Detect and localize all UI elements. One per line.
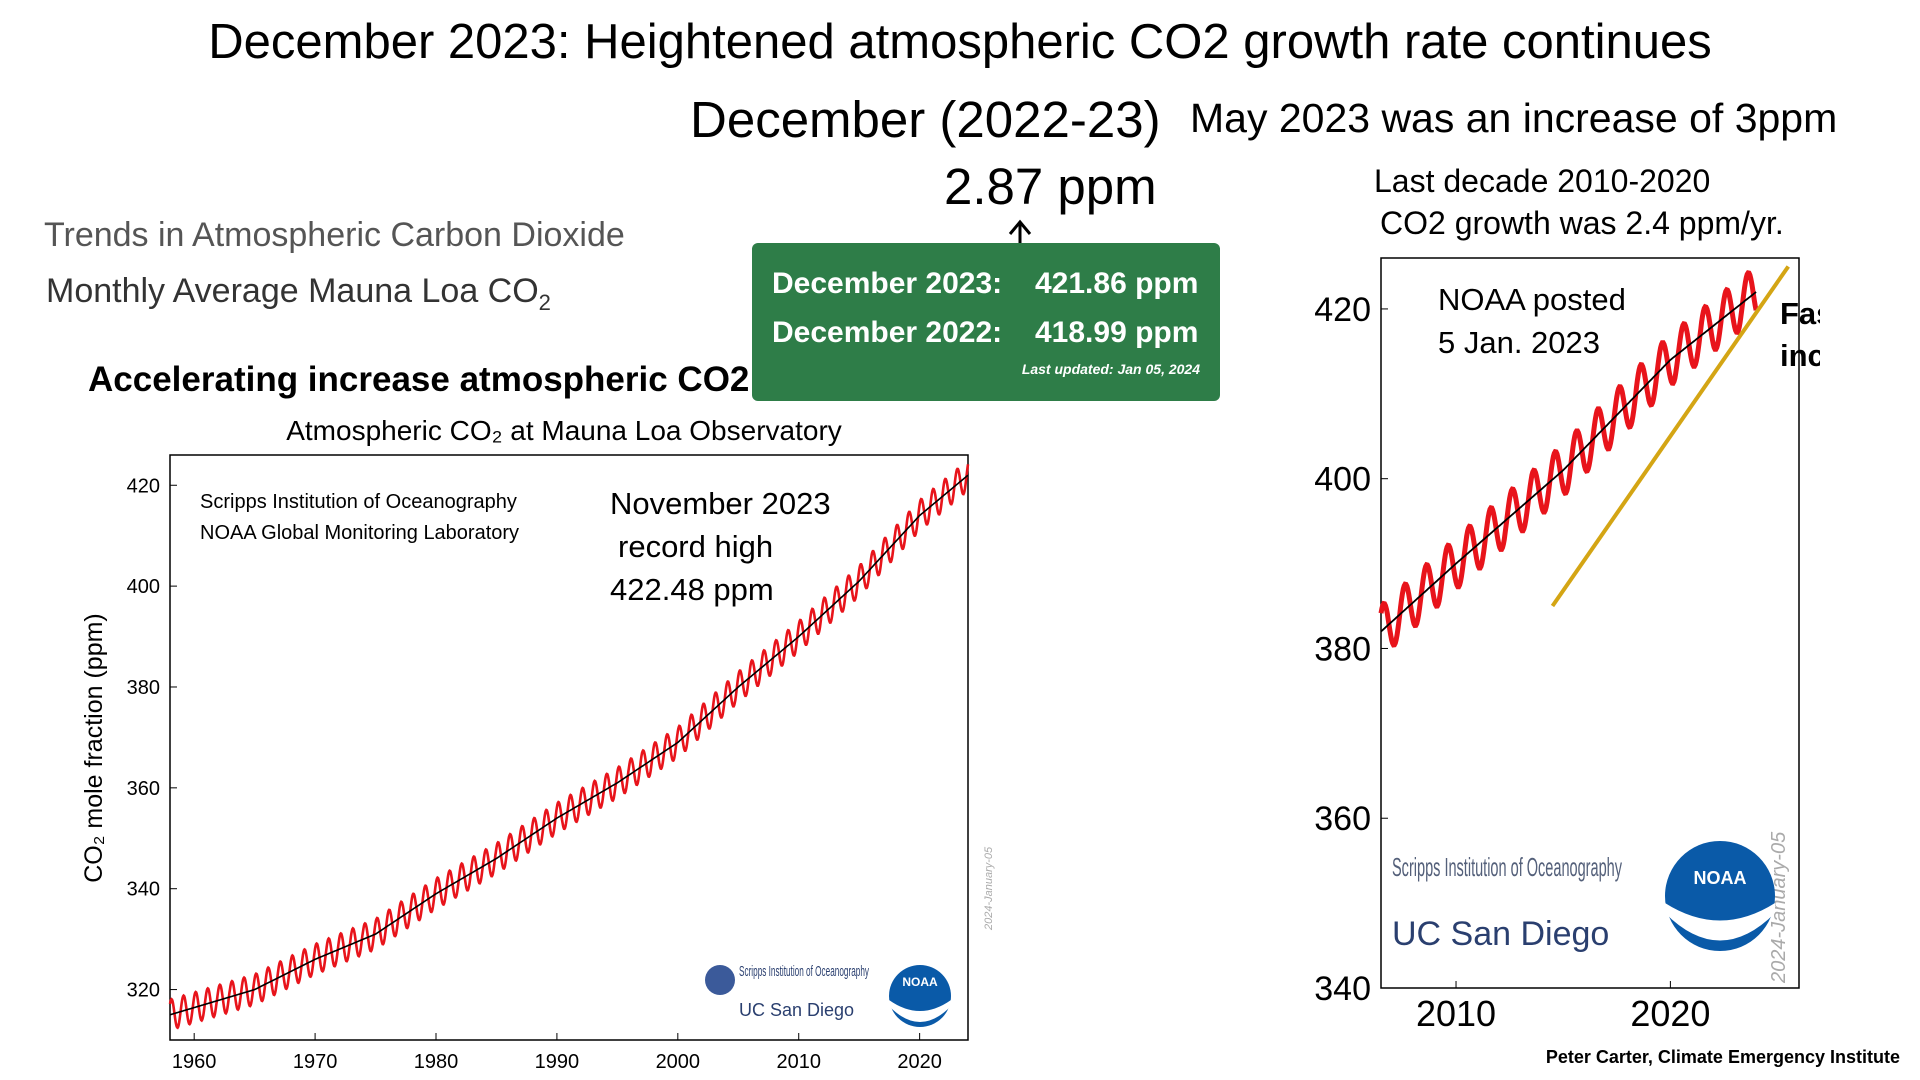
row1-value: 421.86 ppm: [1035, 267, 1199, 300]
left-x-tick-label: 1990: [535, 1051, 580, 1073]
scripps-logo: Scripps Institution of Oceanography UC S…: [705, 963, 869, 1020]
left-monthly-series: [168, 464, 970, 1030]
annotation-line-1: November 2023: [610, 486, 831, 521]
right-x-tick-label: 2020: [1630, 993, 1710, 1034]
left-trend-series: [169, 474, 969, 1016]
right-y-tick-label: 340: [1314, 970, 1371, 1008]
right-y-tick-label: 420: [1314, 291, 1371, 329]
noaa-logo: NOAA: [889, 965, 951, 1027]
left-x-tick-label: 2010: [776, 1051, 821, 1073]
accelerating-label: Accelerating increase atmospheric CO2: [88, 360, 750, 399]
noaa-logo-large-text: NOAA: [1694, 868, 1747, 888]
right-chart: 2010 2020 340 360 380 400 420 NOAA posted 5 Ja…: [1314, 257, 1820, 1034]
left-y-tick-label: 320: [127, 980, 160, 1002]
trends-heading: Trends in Atmospheric Carbon Dioxide: [44, 216, 625, 254]
co2-summary-box: December 2023: 421.86 ppm December 2022:…: [752, 243, 1220, 401]
left-date-stamp: 2024-January-05: [983, 846, 995, 931]
increase-value: 2.87 ppm: [944, 158, 1157, 215]
left-x-tick-label: 2000: [656, 1051, 701, 1073]
right-x-tick-label: 2010: [1416, 993, 1496, 1034]
right-note-line2: CO2 growth was 2.4 ppm/yr.: [1380, 205, 1784, 241]
left-plot-frame: [169, 454, 969, 1041]
scripps-logo-text: Scripps Institution of Oceanography: [739, 963, 869, 980]
left-y-tick-label: 340: [127, 879, 160, 901]
main-title: December 2023: Heightened atmospheric CO…: [208, 15, 1712, 69]
left-y-tick-label: 380: [127, 677, 160, 699]
ucsd-logo-text: UC San Diego: [739, 1000, 854, 1020]
right-y-tick-label: 400: [1314, 461, 1371, 499]
row2-label: December 2022:: [772, 316, 1003, 349]
december-label: December (2022-23): [690, 91, 1161, 148]
left-x-tick-label: 1980: [414, 1051, 459, 1073]
noaa-posted-line-2: 5 Jan. 2023: [1438, 325, 1600, 360]
annotation-line-3: 422.48 ppm: [610, 572, 774, 607]
right-y-tick-label: 360: [1314, 800, 1371, 838]
inset-line-2: NOAA Global Monitoring Laboratory: [200, 522, 519, 544]
inset-line-1: Scripps Institution of Oceanography: [200, 491, 517, 513]
noaa-logo-text: NOAA: [902, 975, 938, 989]
left-x-tick-label: 2020: [897, 1051, 942, 1073]
row2-value: 418.99 ppm: [1035, 316, 1199, 349]
faster-label-2: increase: [1780, 338, 1820, 373]
ucsd-logo-large-text: UC San Diego: [1392, 915, 1609, 953]
last-updated: Last updated: Jan 05, 2024: [1021, 361, 1200, 377]
may-note: May 2023 was an increase of 3ppm: [1190, 95, 1838, 141]
credit: Peter Carter, Climate Emergency Institut…: [1545, 1047, 1900, 1067]
noaa-posted-line-1: NOAA posted: [1438, 282, 1626, 317]
right-y-tick-label: 380: [1314, 630, 1371, 668]
right-note-line1: Last decade 2010-2020: [1374, 163, 1711, 199]
faster-label-1: Faster: [1780, 296, 1820, 331]
right-trend-series: [1380, 291, 1757, 633]
scripps-logo-large: Scripps Institution of Oceanography UC S…: [1392, 852, 1622, 953]
left-y-tick-label: 360: [127, 778, 160, 800]
annotation-line-2: record high: [618, 529, 773, 564]
left-y-axis-label: CO₂ mole fraction (ppm): [80, 613, 108, 883]
left-y-tick-label: 400: [127, 576, 160, 598]
left-chart: Atmospheric CO₂ at Mauna Loa Observatory…: [80, 415, 995, 1073]
row1-label: December 2023:: [772, 267, 1003, 300]
left-y-tick-label: 420: [127, 475, 160, 497]
right-date-stamp: 2024-January-05: [1768, 831, 1790, 984]
trends-subheading: Monthly Average Mauna Loa CO2: [46, 272, 551, 315]
left-chart-title: Atmospheric CO₂ at Mauna Loa Observatory: [286, 415, 842, 446]
right-monthly-series: [1378, 270, 1759, 648]
right-faster-line: [1550, 265, 1790, 608]
left-x-tick-label: 1970: [293, 1051, 338, 1073]
left-x-tick-label: 1960: [172, 1051, 217, 1073]
noaa-logo-large: NOAA: [1665, 841, 1775, 951]
scripps-logo-large-text: Scripps Institution of Oceanography: [1392, 852, 1622, 882]
